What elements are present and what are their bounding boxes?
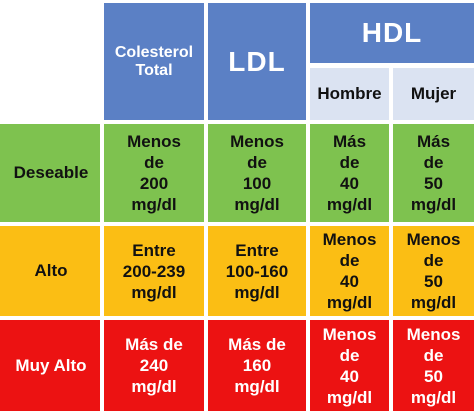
header-colesterol-total-line-1: Colesterol — [114, 43, 194, 61]
value-line: 50 — [424, 272, 443, 291]
alto-hdl-hombre: Menos de 40 mg/dl — [310, 226, 389, 316]
value-line: Menos — [230, 132, 284, 151]
value-line: de — [423, 345, 444, 365]
row-label-deseable: Deseable — [0, 124, 100, 222]
value-line: de — [144, 153, 164, 172]
value-line: de — [247, 153, 267, 172]
value-line: Menos — [322, 324, 377, 344]
value-line: mg/dl — [234, 282, 280, 302]
row-label-text: Muy Alto — [15, 355, 87, 375]
muy-alto-ldl: Más de 160 mg/dl — [208, 320, 306, 411]
muy-alto-hdl-mujer: Menos de 50 mg/dl — [393, 320, 474, 411]
value-line: Entre — [235, 240, 279, 260]
header-hombre-label: Hombre — [317, 84, 382, 103]
value-line: mg/dl — [131, 195, 177, 214]
value-line: 100-160 — [225, 261, 289, 281]
row-label-muy-alto: Muy Alto — [0, 320, 100, 411]
value-line: 160 — [242, 356, 272, 375]
muy-alto-colesterol-total: Más de 240 mg/dl — [104, 320, 204, 411]
value-line: Menos — [127, 132, 181, 151]
value-line: mg/dl — [326, 387, 373, 407]
header-ldl: LDL — [208, 3, 306, 120]
deseable-colesterol-total: Menos de 200 mg/dl — [104, 124, 204, 222]
header-hdl-mujer: Mujer — [393, 68, 474, 120]
deseable-hdl-mujer: Más de 50 mg/dl — [393, 124, 474, 222]
value-line: 240 — [139, 356, 169, 375]
row-label-text: Deseable — [13, 163, 89, 182]
header-colesterol-total: Colesterol Total — [104, 3, 204, 120]
alto-colesterol-total: Entre 200-239 mg/dl — [104, 226, 204, 316]
header-hdl-label: HDL — [361, 17, 423, 48]
value-line: Más de — [228, 335, 286, 354]
value-line: 200-239 — [122, 261, 186, 281]
value-line: Más — [332, 132, 367, 151]
header-ldl-label: LDL — [228, 45, 286, 77]
value-line: mg/dl — [131, 282, 177, 302]
value-line: mg/dl — [234, 195, 280, 214]
value-line: 100 — [242, 174, 272, 193]
value-line: mg/dl — [234, 377, 280, 396]
deseable-hdl-hombre: Más de 40 mg/dl — [310, 124, 389, 222]
header-hdl-hombre: Hombre — [310, 68, 389, 120]
value-line: Más — [416, 132, 451, 151]
value-line: mg/dl — [410, 195, 457, 214]
value-line: de — [423, 153, 444, 172]
value-line: mg/dl — [326, 293, 373, 312]
value-line: de — [339, 153, 360, 172]
value-line: mg/dl — [410, 293, 457, 312]
row-label-alto: Alto — [0, 226, 100, 316]
value-line: Más de — [125, 335, 183, 354]
value-line: 40 — [340, 272, 359, 291]
header-hdl: HDL — [310, 3, 474, 63]
value-line: mg/dl — [326, 195, 373, 214]
value-line: de — [423, 251, 444, 270]
header-colesterol-total-line-2: Total — [135, 61, 173, 79]
muy-alto-hdl-hombre: Menos de 40 mg/dl — [310, 320, 389, 411]
value-line: de — [339, 251, 360, 270]
row-label-text: Alto — [34, 261, 68, 280]
value-line: Menos — [406, 230, 461, 249]
header-mujer-label: Mujer — [410, 84, 457, 103]
alto-hdl-mujer: Menos de 50 mg/dl — [393, 226, 474, 316]
value-line: 50 — [424, 174, 443, 193]
value-line: Entre — [132, 240, 176, 260]
value-line: Menos — [322, 230, 377, 249]
value-line: Menos — [406, 324, 461, 344]
value-line: mg/dl — [131, 377, 177, 396]
value-line: 40 — [340, 366, 359, 386]
value-line: 200 — [139, 174, 169, 193]
value-line: de — [339, 345, 360, 365]
value-line: mg/dl — [410, 387, 457, 407]
alto-ldl: Entre 100-160 mg/dl — [208, 226, 306, 316]
value-line: 50 — [424, 366, 443, 386]
value-line: 40 — [340, 174, 359, 193]
deseable-ldl: Menos de 100 mg/dl — [208, 124, 306, 222]
